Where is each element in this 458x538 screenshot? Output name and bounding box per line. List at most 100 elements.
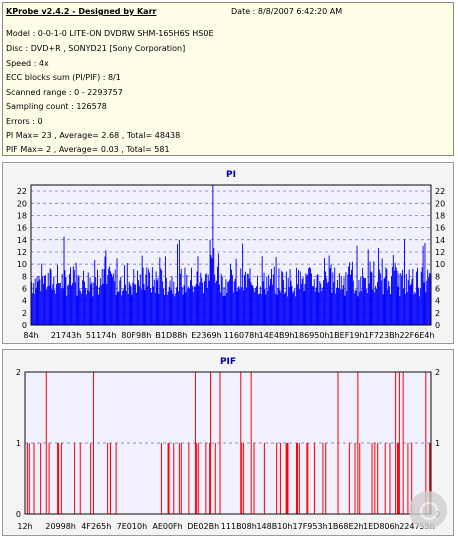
bar [216, 280, 218, 325]
bar [109, 443, 111, 514]
bar [284, 291, 286, 325]
bar [32, 283, 34, 325]
bar [326, 282, 328, 325]
bar [302, 277, 304, 325]
bar [257, 275, 258, 325]
bar [318, 292, 320, 325]
bar [84, 288, 86, 325]
bar [180, 268, 182, 325]
bar [422, 245, 424, 325]
bar [279, 443, 281, 514]
bar [346, 291, 348, 325]
bar [424, 242, 426, 325]
bar [345, 272, 347, 325]
bar [41, 263, 43, 325]
bar [230, 264, 231, 325]
bar [342, 285, 344, 325]
x-tick-label: 80F98h [121, 331, 151, 340]
bar [282, 272, 284, 325]
bar [200, 272, 202, 325]
bar [232, 292, 234, 325]
bar [300, 283, 302, 325]
bar [329, 268, 331, 325]
bar [271, 284, 273, 325]
bar [314, 291, 316, 325]
bar [389, 443, 391, 514]
bar [406, 292, 408, 325]
bar [223, 287, 225, 325]
bar [63, 236, 65, 325]
bar [79, 443, 81, 514]
bar [231, 275, 233, 325]
bar [95, 277, 97, 325]
bar [353, 293, 355, 325]
bar [297, 284, 298, 325]
bar [177, 291, 179, 325]
x-tick-label: 111B08h [221, 522, 257, 531]
bar [189, 288, 191, 325]
bar [374, 443, 376, 514]
bar [181, 287, 183, 325]
bar [364, 277, 366, 325]
y-tick-label-left: 2 [16, 368, 21, 377]
bar [238, 286, 240, 325]
bar [280, 292, 282, 325]
bar [147, 285, 149, 325]
bar [109, 266, 111, 325]
bar [113, 281, 115, 325]
bar [402, 269, 404, 325]
bar [80, 291, 82, 325]
bar [122, 290, 124, 325]
bar [137, 270, 138, 325]
y-tick-label-left: 0 [22, 321, 27, 330]
bar [72, 266, 74, 325]
bar [220, 273, 222, 325]
bar [253, 289, 255, 325]
bar [426, 280, 428, 325]
bar [164, 256, 166, 325]
bar [154, 292, 156, 325]
bar [264, 288, 266, 325]
bar [310, 268, 311, 325]
bar [252, 285, 254, 325]
bar [430, 443, 432, 514]
bar [306, 443, 308, 514]
bar [352, 280, 354, 325]
bar [244, 271, 246, 325]
bar [46, 286, 48, 325]
x-tick-label: 17F953h [293, 522, 328, 531]
x-tick-label: 186950h [294, 331, 330, 340]
bar [164, 294, 165, 325]
bar [248, 278, 250, 325]
bar [281, 270, 283, 325]
bar [348, 443, 350, 514]
bar [389, 286, 391, 325]
bar [192, 292, 194, 325]
bar [236, 291, 238, 325]
bar [87, 272, 89, 325]
bar [269, 285, 271, 325]
bar [152, 286, 154, 325]
bar [106, 283, 108, 325]
bar [377, 443, 379, 514]
bar [108, 268, 110, 325]
bar [55, 293, 57, 325]
bar [134, 284, 136, 325]
bar [291, 285, 293, 325]
bar [118, 291, 120, 325]
bar [178, 239, 180, 325]
bar [198, 285, 200, 325]
bar [70, 267, 71, 325]
bar [414, 291, 416, 325]
bar [162, 281, 164, 325]
bar [274, 293, 276, 325]
bar [110, 271, 111, 325]
bar [186, 274, 188, 325]
bar [100, 285, 102, 325]
pif-chart: PIF00112212h20998h4F265h7E010hAE00FhDE02… [16, 357, 440, 531]
bar [336, 287, 338, 325]
bar [151, 267, 153, 325]
bar [140, 289, 142, 325]
bar [245, 287, 247, 325]
bar [204, 274, 206, 325]
